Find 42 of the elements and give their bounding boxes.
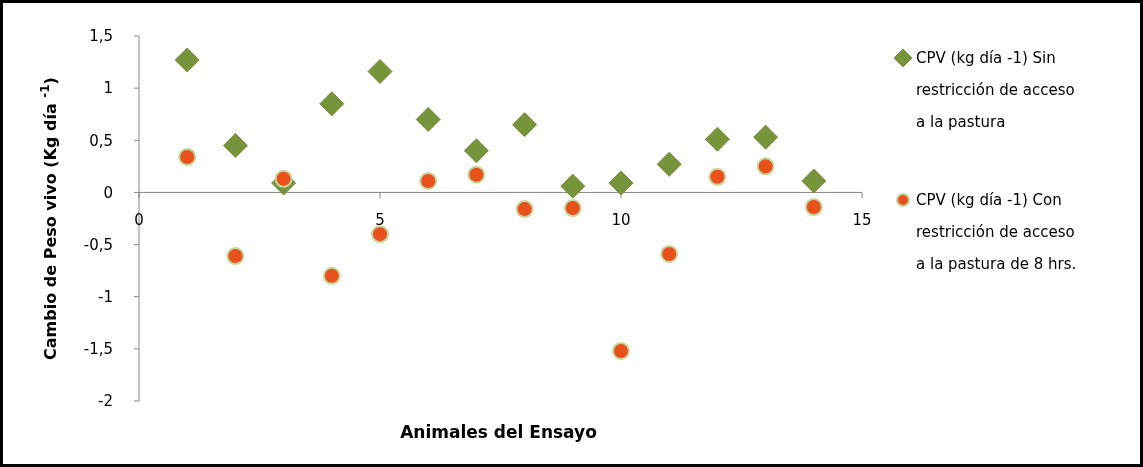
point [419,171,438,190]
y-tick-label: -2 [98,392,113,411]
y-tick-label: -0,5 [83,235,113,254]
point [371,225,389,244]
point [226,247,245,266]
point [274,169,293,188]
y-tick-label: -1,5 [83,340,113,359]
y-tick-label: 0 [103,183,113,202]
point [512,112,538,138]
point [804,198,823,217]
point [612,341,630,360]
point [319,91,345,117]
point [656,151,682,177]
y-tick-label: 1 [103,79,113,98]
point [178,147,197,166]
y-tick-label: -1 [98,287,113,306]
point [322,266,341,285]
x-axis-title: Animales del Ensayo [400,422,597,442]
point [467,165,486,184]
point [563,199,582,218]
point [415,106,441,132]
point [367,58,393,84]
point [704,126,730,152]
legend-label: CPV (kg día -1) Sin restricción de acceso a la pastura [916,49,1075,131]
point [560,173,586,199]
point [801,168,827,194]
legend-label: CPV (kg día -1) Con restricción de acceso a la pastura de 8 hrs. [916,191,1077,273]
x-tick-label: 5 [375,211,385,230]
point [174,47,200,73]
y-tick-label: 1,5 [89,27,113,46]
point [660,244,679,263]
point [515,200,534,219]
x-tick-label: 15 [852,211,872,230]
point [753,124,779,150]
point [463,138,489,164]
point [708,167,727,186]
point [222,133,248,158]
x-tick-label: 10 [611,211,631,230]
point [608,170,634,196]
point [756,157,775,176]
x-tick-label: 0 [134,211,144,230]
y-tick-label: 0,5 [89,131,113,150]
